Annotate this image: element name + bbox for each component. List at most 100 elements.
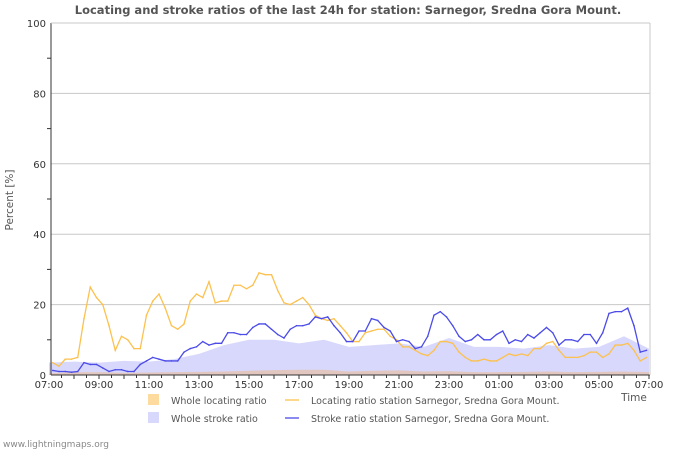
y-tick-label: 0 (40, 371, 46, 382)
stroke-ratio-point (226, 331, 229, 334)
x-tick-label: 09:00 (85, 380, 114, 391)
stroke-ratio-point (489, 339, 492, 341)
locating-ratio-point (633, 349, 635, 352)
legend-whole-locating-label: Whole locating ratio (171, 396, 267, 407)
stroke-ratio-point (601, 331, 604, 334)
locating-ratio-point (51, 361, 54, 364)
locating-ratio-point (370, 330, 373, 332)
locating-ratio-point (314, 314, 317, 316)
x-tick-label: 07:00 (635, 380, 664, 391)
locating-ratio-point (120, 335, 123, 338)
locating-ratio-point (614, 344, 617, 346)
stroke-ratio-point (614, 310, 617, 313)
stroke-ratio-point (408, 340, 410, 343)
locating-ratio-point (514, 354, 517, 357)
locating-ratio-point (420, 353, 423, 355)
locating-ratio-point (589, 351, 592, 353)
locating-ratio-point (476, 360, 479, 362)
locating-ratio-point (208, 280, 210, 283)
locating-ratio-point (445, 340, 448, 343)
locating-ratio-point (170, 324, 173, 327)
locating-ratio-point (401, 346, 404, 348)
locating-ratio-point (639, 360, 642, 362)
locating-ratio-point (108, 324, 110, 327)
locating-ratio-point (470, 360, 473, 362)
stroke-ratio-point (326, 316, 329, 318)
locating-ratio-point (526, 354, 529, 357)
stroke-ratio-point (426, 335, 429, 338)
x-tick-label: 19:00 (335, 380, 364, 391)
locating-ratio-point (145, 314, 148, 316)
locating-ratio-point (151, 300, 154, 302)
locating-ratio-point (433, 349, 435, 352)
locating-ratio-point (70, 358, 73, 360)
locating-ratio-point (101, 303, 104, 306)
stroke-ratio-point (220, 342, 223, 345)
stroke-ratio-point (314, 316, 317, 318)
x-axis-label: Time (620, 392, 647, 404)
locating-ratio-point (551, 340, 554, 343)
locating-ratio-point (308, 303, 310, 306)
locating-ratio-point (583, 354, 585, 357)
locating-ratio-point (533, 347, 535, 350)
stroke-ratio-point (214, 342, 217, 345)
stroke-ratio-line (52, 307, 647, 373)
stroke-ratio-point (583, 333, 585, 336)
stroke-ratio-point (76, 370, 79, 373)
locating-ratio-point (645, 356, 648, 359)
x-tick-label: 11:00 (135, 380, 164, 391)
stroke-ratio-point (470, 339, 473, 341)
y-tick-label: 20 (33, 301, 46, 312)
stroke-ratio-point (358, 330, 360, 332)
locating-ratio-point (333, 317, 335, 320)
stroke-ratio-point (401, 339, 404, 341)
x-tick-label: 03:00 (535, 380, 564, 391)
stroke-ratio-point (414, 347, 417, 350)
locating-ratio-point (426, 354, 429, 357)
stroke-ratio-point (89, 363, 92, 366)
y-tick-label: 40 (33, 230, 46, 241)
locating-ratio-point (201, 296, 204, 299)
locating-ratio-point (576, 356, 579, 359)
stroke-ratio-point (520, 340, 523, 343)
stroke-ratio-point (476, 333, 479, 336)
legend: Whole locating ratio Whole stroke ratio Lo… (148, 394, 559, 425)
locating-ratio-point (126, 339, 129, 341)
x-tick-label: 15:00 (235, 380, 264, 391)
stroke-ratio-point (289, 328, 292, 331)
stroke-ratio-point (451, 324, 454, 327)
locating-ratio-point (270, 273, 273, 276)
locating-ratio-point (176, 328, 179, 331)
locating-ratio-point (345, 331, 348, 334)
locating-ratio-point (439, 340, 442, 343)
locating-ratio-point (626, 342, 629, 345)
locating-ratio-point (364, 331, 367, 334)
locating-ratio-point (239, 284, 242, 287)
areas (49, 336, 649, 375)
stroke-ratio-point (239, 333, 242, 336)
stroke-ratio-point (183, 351, 185, 353)
locating-ratio-point (376, 328, 379, 331)
locating-ratio-point (195, 293, 198, 295)
stroke-ratio-point (201, 340, 204, 343)
stroke-ratio-point (108, 370, 110, 373)
stroke-ratio-point (389, 330, 392, 332)
stroke-ratio-point (139, 363, 142, 366)
stroke-ratio-point (501, 330, 504, 332)
stroke-ratio-point (564, 339, 567, 341)
stroke-ratio-point (539, 331, 542, 334)
stroke-ratio-point (120, 368, 123, 371)
locating-ratio-point (595, 351, 598, 353)
stroke-ratio-point (620, 310, 623, 313)
stroke-ratio-point (51, 369, 54, 372)
stroke-ratio-point (545, 326, 548, 329)
locating-ratio-point (258, 272, 260, 274)
locating-ratio-point (220, 300, 223, 302)
whole-locating-area (49, 369, 649, 375)
legend-stroke-line-label: Stroke ratio station Sarnegor, Sredna Go… (311, 414, 549, 425)
grid (51, 92, 650, 306)
stroke-ratio-point (245, 333, 248, 336)
stroke-ratio-point (133, 370, 135, 373)
stroke-ratio-point (114, 368, 117, 371)
x-tick-label: 21:00 (385, 380, 414, 391)
